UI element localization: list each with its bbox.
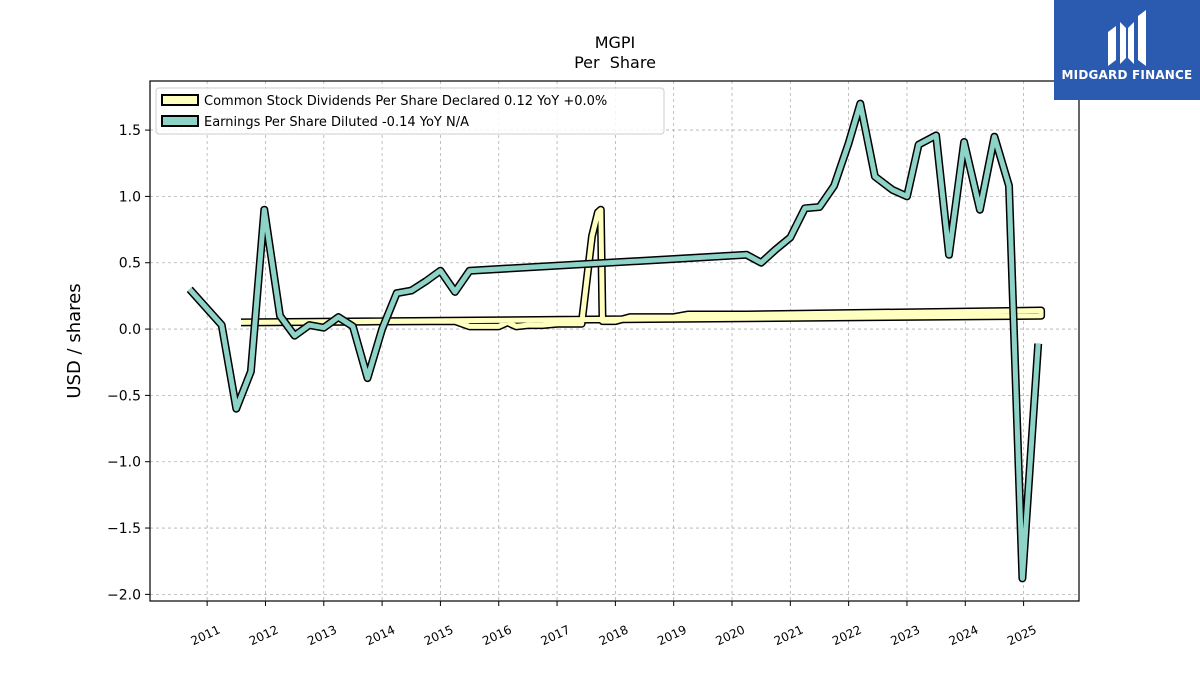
legend-swatch bbox=[161, 115, 199, 127]
y-tick-label: −1.0 bbox=[107, 455, 141, 471]
x-tick-label: 2014 bbox=[364, 623, 398, 649]
x-tick-label: 2020 bbox=[714, 623, 748, 649]
y-tick-label: −0.5 bbox=[107, 388, 141, 404]
x-tick-label: 2025 bbox=[1005, 623, 1039, 649]
series-line-2 bbox=[187, 101, 1041, 581]
x-tick-label: 2015 bbox=[422, 623, 456, 649]
chart-title: MGPI bbox=[595, 33, 636, 52]
y-tick-label: 0.0 bbox=[119, 322, 141, 338]
x-tick-label: 2017 bbox=[539, 623, 573, 649]
series-line-1 bbox=[240, 207, 1044, 329]
x-tick-label: 2024 bbox=[947, 623, 981, 649]
x-tick-label: 2013 bbox=[305, 623, 339, 649]
y-axis-label: USD / shares bbox=[64, 283, 85, 398]
legend-swatch bbox=[161, 94, 199, 106]
x-tick-label: 2021 bbox=[772, 623, 806, 649]
y-tick-label: 1.5 bbox=[119, 123, 141, 139]
x-tick-label: 2011 bbox=[189, 623, 223, 649]
legend-box bbox=[155, 87, 665, 135]
x-tick-label: 2023 bbox=[888, 623, 922, 649]
x-tick-label: 2012 bbox=[247, 623, 281, 649]
midgard-finance-logo: MIDGARD FINANCE bbox=[1054, 0, 1200, 100]
plot-frame bbox=[149, 80, 1080, 602]
legend: Common Stock Dividends Per Share Declare… bbox=[155, 87, 665, 135]
x-tick-label: 2018 bbox=[597, 623, 631, 649]
midgard-logo-icon bbox=[1108, 10, 1146, 66]
y-tick-label: −1.5 bbox=[107, 521, 141, 537]
chart-subtitle: Per Share bbox=[574, 53, 656, 72]
series-layer bbox=[186, 99, 1046, 583]
legend-label: Earnings Per Share Diluted -0.14 YoY N/A bbox=[204, 115, 469, 130]
y-tick-label: 0.5 bbox=[119, 256, 141, 272]
series-line-outline bbox=[240, 205, 1046, 331]
y-tick-label: −2.0 bbox=[107, 587, 141, 603]
legend-label: Common Stock Dividends Per Share Declare… bbox=[204, 94, 607, 109]
grid bbox=[150, 81, 1079, 601]
x-tick-label: 2022 bbox=[830, 623, 864, 649]
x-tick-label: 2016 bbox=[480, 623, 514, 649]
x-tick-label: 2019 bbox=[655, 623, 689, 649]
logo-text: MIDGARD FINANCE bbox=[1061, 68, 1193, 82]
y-tick-label: 1.0 bbox=[119, 189, 141, 205]
